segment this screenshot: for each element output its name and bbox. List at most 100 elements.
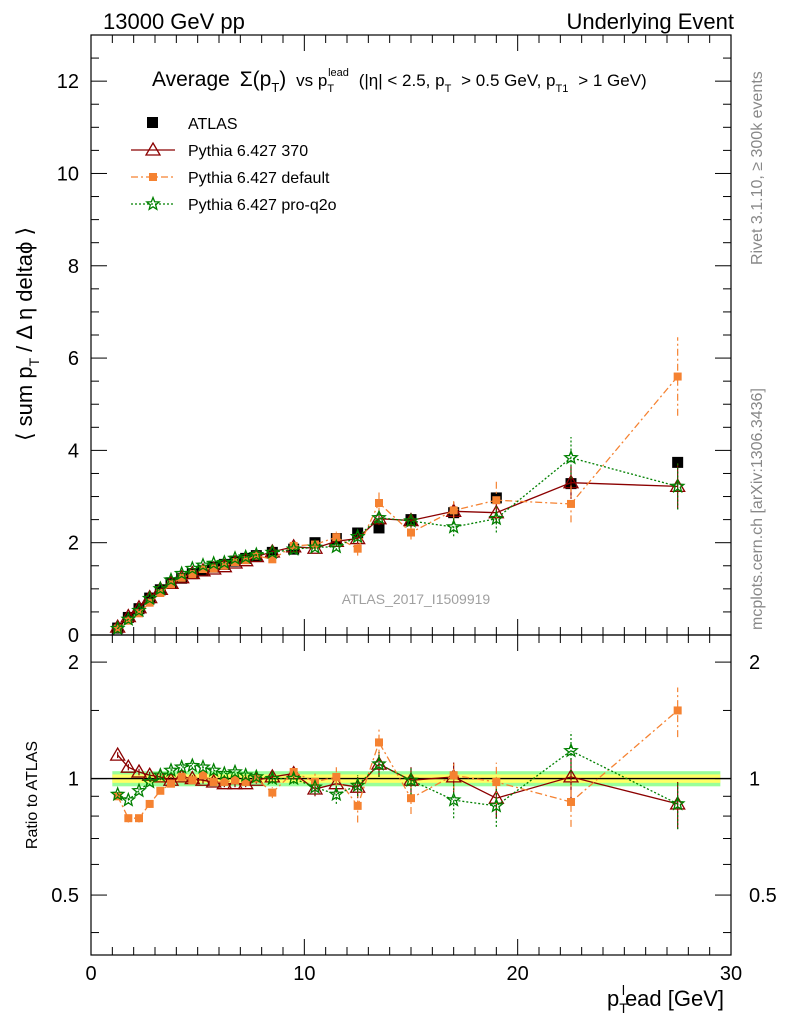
x-axis-label-b: ead [GeV] (625, 986, 724, 1011)
y-tick-label: 4 (68, 440, 79, 462)
pydefault-point (241, 777, 250, 786)
pyproq2o-point (205, 762, 222, 778)
pyproq2o-point (563, 742, 579, 758)
pydefault-point (167, 580, 175, 589)
x-axis-label-sub: T (619, 1000, 628, 1016)
pyproq2o-point (195, 557, 211, 573)
pydefault-point (268, 788, 277, 797)
ratio-series-pyproq2o (109, 731, 686, 830)
legend-label-pydefault: Pythia 6.427 default (188, 170, 330, 187)
pyproq2o-point (328, 538, 345, 554)
series-pyproq2o (109, 437, 686, 636)
ratio-y-tick-label: 1 (68, 769, 79, 791)
y-axis-label-sub: T (26, 357, 42, 366)
pydefault-point (177, 573, 186, 582)
main-series (109, 337, 686, 636)
ratio-frame (90, 634, 732, 956)
pyproq2o-point (371, 509, 387, 525)
x-tick-label: 20 (507, 963, 529, 985)
ratio-series (109, 687, 686, 830)
pydefault-point (145, 799, 154, 808)
header-right: Underlying Event (566, 9, 734, 34)
title-sigma-close: ) (279, 68, 286, 91)
pydefault-point (188, 570, 197, 579)
ratio-ticks: 0 10 20 30 0.5 0.5 1 1 2 2 (51, 635, 777, 985)
pyproq2o-point (163, 571, 179, 587)
pyproq2o-point (216, 554, 233, 570)
pydefault-point (375, 738, 383, 747)
pyproq2o-point (349, 528, 366, 544)
pydefault-point (124, 814, 133, 823)
ratio-y-tick-label: 2 (68, 652, 79, 674)
pydefault-point (375, 499, 383, 507)
y-tick-label: 10 (57, 163, 79, 185)
pyproq2o-point (248, 546, 265, 562)
py370-point (194, 771, 212, 786)
pyproq2o-point (131, 782, 147, 798)
atlas-point (373, 522, 385, 534)
ratio-y-tick-label-right: 0.5 (749, 885, 777, 907)
pyproq2o-point (141, 590, 158, 606)
y-axis-label-a: ⟨ sum p (12, 366, 37, 441)
pydefault-point (353, 544, 362, 553)
title-sigma: Σ(p (240, 68, 272, 91)
pyproq2o-point (371, 755, 387, 771)
pydefault-point (332, 533, 341, 542)
pyproq2o-point (307, 539, 323, 555)
pydefault-point (145, 598, 154, 607)
pyproq2o-point (307, 778, 323, 794)
pyproq2o-point (328, 786, 345, 802)
legend-marker-atlas (147, 117, 158, 128)
pyproq2o-point (285, 540, 302, 556)
title-cond-b-sub: T1 (556, 83, 569, 95)
y-tick-label: 2 (68, 533, 79, 555)
x-axis-label: pTlead [GeV] (607, 982, 724, 1016)
atlas-point (133, 603, 145, 615)
legend-label-py370: Pythia 6.427 370 (188, 143, 308, 160)
pyproq2o-point (563, 449, 579, 465)
x-axis-label-sup: l (622, 982, 625, 998)
pyproq2o-point (120, 791, 137, 807)
y-axis-label: ⟨ sum pT / Δ η deltaϕ ⟩ (12, 227, 42, 441)
pyproq2o-point (120, 611, 137, 627)
pydefault-point (231, 776, 239, 785)
pyproq2o-point (237, 766, 254, 782)
pydefault-point (209, 777, 218, 786)
pyproq2o-point (163, 762, 179, 778)
y-axis-label-b: / Δ η deltaϕ ⟩ (12, 227, 37, 352)
pyproq2o-point (488, 510, 505, 526)
chart-title: Average Σ(pT) vs pTlead (|η| < 2.5, pT >… (152, 58, 647, 97)
pydefault-point (199, 565, 207, 573)
legend-marker-pydefault (149, 173, 157, 181)
pydefault-point (407, 794, 415, 803)
pydefault-point (492, 777, 501, 786)
pyproq2o-point (264, 770, 281, 786)
pyproq2o-point (445, 791, 462, 807)
atlas-point (672, 456, 684, 468)
header-left: 13000 GeV pp (103, 9, 245, 34)
pyproq2o-point (445, 518, 462, 534)
title-cond-c: > 1 GeV) (578, 71, 647, 90)
pydefault-point (332, 772, 341, 781)
ratio-y-axis-label: Ratio to ATLAS (24, 741, 41, 849)
pydefault-point (124, 616, 133, 625)
pydefault-point (449, 506, 458, 515)
title-vs-sup: lead (328, 67, 349, 79)
pyproq2o-point (216, 765, 233, 781)
pyproq2o-point (109, 620, 126, 636)
title-prefix: Average (152, 68, 230, 91)
pydefault-point (673, 706, 682, 715)
pyproq2o-point (264, 544, 281, 560)
pydefault-point (156, 786, 165, 795)
title-vs-sub: T (327, 83, 334, 95)
analysis-watermark: ATLAS_2017_I1509919 (342, 591, 491, 607)
pyproq2o-point (227, 550, 243, 566)
pydefault-point (231, 558, 239, 567)
pydefault-point (311, 540, 319, 549)
main-panel: 0 2 4 6 8 10 12 ATLAS_2017_I1509919 Average Σ(… (12, 34, 732, 647)
ratio-y-tick-label-right: 2 (749, 652, 760, 674)
pyproq2o-point (152, 766, 169, 782)
x-tick-label: 10 (293, 963, 315, 985)
y-tick-label: 12 (57, 71, 79, 93)
pyproq2o-point (152, 580, 169, 596)
